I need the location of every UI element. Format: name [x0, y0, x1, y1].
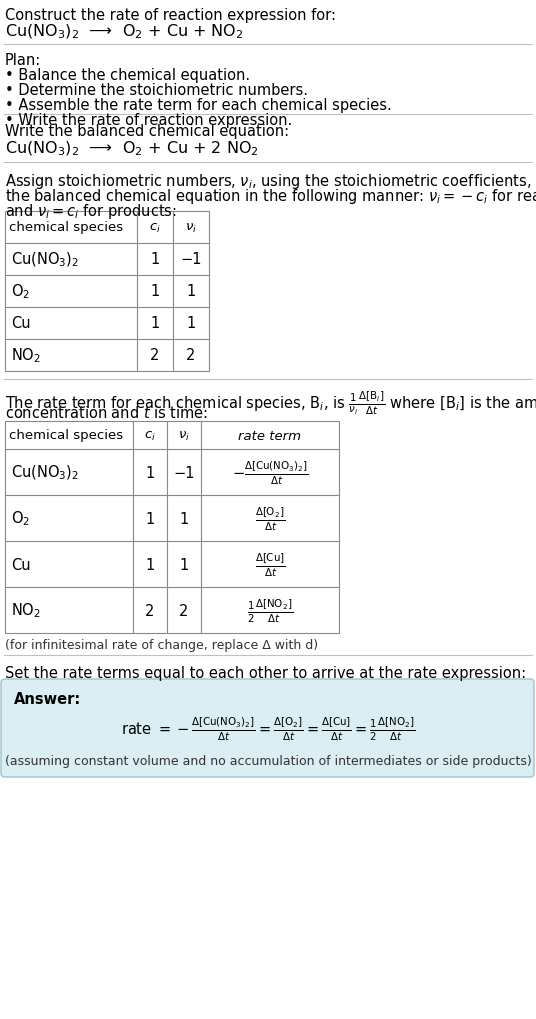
Text: (assuming constant volume and no accumulation of intermediates or side products): (assuming constant volume and no accumul… [5, 754, 531, 766]
Text: $c_i$: $c_i$ [149, 221, 161, 234]
Text: the balanced chemical equation in the following manner: $\nu_i = -c_i$ for react: the balanced chemical equation in the fo… [5, 186, 536, 206]
Text: $\frac{\Delta[\mathrm{Cu}]}{\Delta t}$: $\frac{\Delta[\mathrm{Cu}]}{\Delta t}$ [255, 550, 285, 578]
Text: 2: 2 [180, 603, 189, 618]
Text: 1: 1 [151, 316, 160, 331]
Text: chemical species: chemical species [9, 221, 123, 234]
Text: $\frac{1}{2}\frac{\Delta[\mathrm{NO_2}]}{\Delta t}$: $\frac{1}{2}\frac{\Delta[\mathrm{NO_2}]}… [247, 597, 293, 624]
Bar [5, 422, 339, 634]
Text: Cu: Cu [11, 557, 31, 572]
Text: NO$_2$: NO$_2$ [11, 601, 41, 620]
Text: 1: 1 [145, 557, 154, 572]
Text: 1: 1 [145, 511, 154, 526]
Text: $\nu_i$: $\nu_i$ [185, 221, 197, 234]
Text: Set the rate terms equal to each other to arrive at the rate expression:: Set the rate terms equal to each other t… [5, 665, 526, 681]
FancyBboxPatch shape [1, 680, 534, 777]
Text: 1: 1 [151, 284, 160, 300]
Text: Assign stoichiometric numbers, $\nu_i$, using the stoichiometric coefficients, $: Assign stoichiometric numbers, $\nu_i$, … [5, 172, 536, 191]
Text: • Determine the stoichiometric numbers.: • Determine the stoichiometric numbers. [5, 83, 308, 98]
Text: rate $= -\frac{\Delta[\mathrm{Cu(NO_3)_2}]}{\Delta t} = \frac{\Delta[\mathrm{O_2: rate $= -\frac{\Delta[\mathrm{Cu(NO_3)_2… [121, 714, 415, 742]
Bar [5, 212, 209, 372]
Text: 2: 2 [187, 348, 196, 363]
Text: chemical species: chemical species [9, 429, 123, 442]
Text: 2: 2 [145, 603, 155, 618]
Text: Cu: Cu [11, 316, 31, 331]
Text: −1: −1 [173, 465, 195, 480]
Text: 2: 2 [150, 348, 160, 363]
Text: Write the balanced chemical equation:: Write the balanced chemical equation: [5, 124, 289, 139]
Text: • Assemble the rate term for each chemical species.: • Assemble the rate term for each chemic… [5, 98, 392, 113]
Text: Cu(NO$_3$)$_2$  ⟶  O$_2$ + Cu + NO$_2$: Cu(NO$_3$)$_2$ ⟶ O$_2$ + Cu + NO$_2$ [5, 23, 243, 42]
Text: Cu(NO$_3$)$_2$  ⟶  O$_2$ + Cu + 2 NO$_2$: Cu(NO$_3$)$_2$ ⟶ O$_2$ + Cu + 2 NO$_2$ [5, 140, 259, 158]
Text: 1: 1 [180, 557, 189, 572]
Text: 1: 1 [145, 465, 154, 480]
Text: The rate term for each chemical species, B$_i$, is $\frac{1}{\nu_i}\frac{\Delta[: The rate term for each chemical species,… [5, 389, 536, 417]
Text: Answer:: Answer: [14, 691, 81, 706]
Text: Cu(NO$_3$)$_2$: Cu(NO$_3$)$_2$ [11, 464, 79, 482]
Text: O$_2$: O$_2$ [11, 510, 30, 528]
Text: and $\nu_i = c_i$ for products:: and $\nu_i = c_i$ for products: [5, 202, 177, 221]
Text: • Balance the chemical equation.: • Balance the chemical equation. [5, 68, 250, 83]
Text: $\nu_i$: $\nu_i$ [178, 429, 190, 442]
Text: 1: 1 [151, 253, 160, 267]
Text: NO$_2$: NO$_2$ [11, 346, 41, 365]
Text: Construct the rate of reaction expression for:: Construct the rate of reaction expressio… [5, 8, 336, 23]
Text: −1: −1 [180, 253, 202, 267]
Text: O$_2$: O$_2$ [11, 282, 30, 301]
Text: $-\frac{\Delta[\mathrm{Cu(NO_3)_2}]}{\Delta t}$: $-\frac{\Delta[\mathrm{Cu(NO_3)_2}]}{\De… [232, 459, 308, 486]
Text: 1: 1 [180, 511, 189, 526]
Text: Plan:: Plan: [5, 53, 41, 68]
Text: Cu(NO$_3$)$_2$: Cu(NO$_3$)$_2$ [11, 251, 79, 269]
Text: 1: 1 [187, 316, 196, 331]
Text: • Write the rate of reaction expression.: • Write the rate of reaction expression. [5, 113, 292, 127]
Text: 1: 1 [187, 284, 196, 300]
Text: (for infinitesimal rate of change, replace Δ with d): (for infinitesimal rate of change, repla… [5, 638, 318, 651]
Text: concentration and $t$ is time:: concentration and $t$ is time: [5, 405, 208, 421]
Text: rate term: rate term [239, 429, 301, 442]
Text: $\frac{\Delta[\mathrm{O_2}]}{\Delta t}$: $\frac{\Delta[\mathrm{O_2}]}{\Delta t}$ [255, 504, 285, 532]
Text: $c_i$: $c_i$ [144, 429, 156, 442]
